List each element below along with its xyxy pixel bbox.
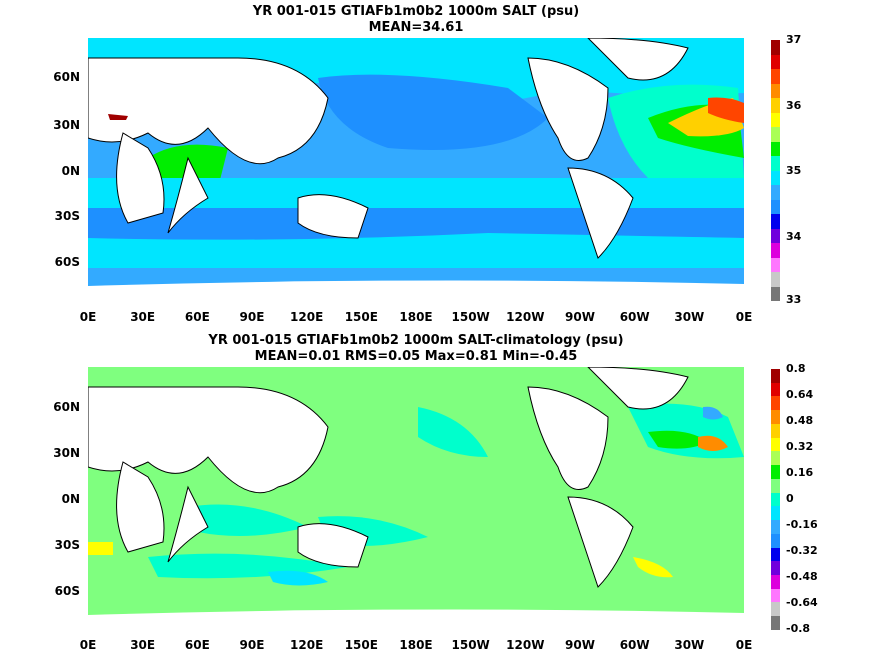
top-colorbar-swatch [771, 185, 780, 200]
top-ylabel-0: 60N [53, 70, 80, 84]
bottom-colorbar [771, 369, 780, 630]
top-colorbar-swatch [771, 272, 780, 287]
bottom-subtitle: MEAN=0.01 RMS=0.05 Max=0.81 Min=-0.45 [254, 349, 578, 364]
top-colorbar [771, 40, 780, 301]
bottom-colorbar-swatch [771, 520, 780, 534]
bottom-xlabel-7: 150W [451, 638, 490, 652]
top-xlabel-5: 150E [344, 310, 378, 324]
bottom-colorbar-swatch [771, 437, 780, 452]
bottom-cbar-label-7: -0.32 [786, 544, 818, 557]
top-xlabel-8: 120W [506, 310, 545, 324]
top-colorbar-swatch [771, 83, 780, 98]
bottom-ylabel-4: 60S [54, 584, 80, 598]
top-colorbar-swatch [771, 141, 780, 156]
bottom-colorbar-swatch [771, 382, 780, 397]
top-colorbar-swatch [771, 257, 780, 272]
top-subtitle: MEAN=34.61 [368, 20, 464, 35]
top-colorbar-swatch [771, 112, 780, 127]
top-xlabel-7: 150W [451, 310, 490, 324]
top-cbar-label-3: 34 [786, 230, 802, 243]
bottom-cbar-label-0: 0.8 [786, 362, 806, 375]
top-cbar-label-1: 36 [786, 99, 802, 112]
top-colorbar-swatch [771, 228, 780, 243]
bottom-colorbar-swatch [771, 465, 780, 479]
bottom-xlabel-2: 60E [184, 638, 210, 652]
bottom-xlabel-12: 0E [735, 638, 753, 652]
top-colorbar-swatch [771, 69, 780, 84]
top-colorbar-swatch [771, 170, 780, 185]
bottom-colorbar-swatch [771, 575, 780, 589]
bottom-cbar-label-8: -0.48 [786, 570, 818, 583]
bottom-xlabel-11: 30W [674, 638, 705, 652]
bottom-ylabel-0: 60N [53, 400, 80, 414]
bottom-colorbar-swatch [771, 478, 780, 493]
bottom-cbar-label-1: 0.64 [786, 388, 814, 401]
top-salinity-map [88, 38, 744, 302]
bottom-colorbar-swatch [771, 588, 780, 603]
bottom-xlabel-4: 120E [290, 638, 324, 652]
top-cbar-label-2: 35 [786, 164, 802, 177]
bottom-colorbar-swatch [771, 369, 780, 383]
top-xlabel-1: 30E [130, 310, 156, 324]
bottom-xlabel-10: 60W [619, 638, 650, 652]
bottom-ylabel-3: 30S [54, 538, 80, 552]
top-colorbar-swatch [771, 286, 780, 301]
top-colorbar-swatch [771, 214, 780, 229]
top-colorbar-swatch [771, 199, 780, 214]
top-title: YR 001-015 GTIAFb1m0b2 1000m SALT (psu) [252, 4, 580, 19]
bottom-colorbar-swatch [771, 561, 780, 576]
top-colorbar-swatch [771, 127, 780, 142]
bottom-xlabel-6: 180E [399, 638, 433, 652]
top-cbar-label-0: 37 [786, 33, 802, 46]
top-xlabel-4: 120E [290, 310, 324, 324]
top-colorbar-swatch [771, 54, 780, 69]
bottom-cbar-label-2: 0.48 [786, 414, 814, 427]
top-ylabel-1: 30N [53, 118, 80, 132]
bottom-cbar-label-3: 0.32 [786, 440, 814, 453]
bottom-cbar-label-10: -0.8 [786, 622, 811, 635]
bottom-xlabel-8: 120W [506, 638, 545, 652]
bottom-ylabel-2: 0N [61, 492, 80, 506]
bottom-anomaly-map [88, 367, 744, 631]
top-colorbar-swatch [771, 98, 780, 113]
top-xlabel-2: 60E [184, 310, 210, 324]
top-ylabel-2: 0N [61, 164, 80, 178]
bottom-xlabel-3: 90E [239, 638, 265, 652]
top-cbar-label-4: 33 [786, 293, 802, 306]
bottom-colorbar-swatch [771, 602, 780, 617]
top-xlabel-6: 180E [399, 310, 433, 324]
bottom-cbar-label-4: 0.16 [786, 466, 814, 479]
bottom-colorbar-swatch [771, 423, 780, 438]
bottom-cbar-label-5: 0 [786, 492, 794, 505]
bottom-cbar-label-6: -0.16 [786, 518, 818, 531]
bottom-xlabel-1: 30E [130, 638, 156, 652]
bottom-ylabel-1: 30N [53, 446, 80, 460]
top-xlabel-10: 60W [619, 310, 650, 324]
bottom-colorbar-swatch [771, 492, 780, 507]
top-xlabel-11: 30W [674, 310, 705, 324]
top-colorbar-swatch [771, 156, 780, 171]
bottom-colorbar-swatch [771, 410, 780, 424]
bottom-colorbar-swatch [771, 396, 780, 411]
top-xlabel-0: 0E [79, 310, 97, 324]
bottom-colorbar-swatch [771, 451, 780, 466]
bottom-colorbar-swatch [771, 616, 780, 630]
top-ylabel-4: 60S [54, 255, 80, 269]
bottom-colorbar-swatch [771, 533, 780, 548]
top-colorbar-swatch [771, 40, 780, 55]
top-xlabel-12: 0E [735, 310, 753, 324]
top-xlabel-3: 90E [239, 310, 265, 324]
top-ylabel-3: 30S [54, 209, 80, 223]
bottom-xlabel-0: 0E [79, 638, 97, 652]
bottom-cbar-label-9: -0.64 [786, 596, 818, 609]
bottom-xlabel-5: 150E [344, 638, 378, 652]
bottom-colorbar-swatch [771, 506, 780, 521]
top-colorbar-swatch [771, 243, 780, 258]
bottom-title: YR 001-015 GTIAFb1m0b2 1000m SALT-climat… [208, 333, 624, 348]
bottom-colorbar-swatch [771, 547, 780, 562]
bottom-xlabel-9: 90W [565, 638, 595, 652]
top-xlabel-9: 90W [565, 310, 595, 324]
